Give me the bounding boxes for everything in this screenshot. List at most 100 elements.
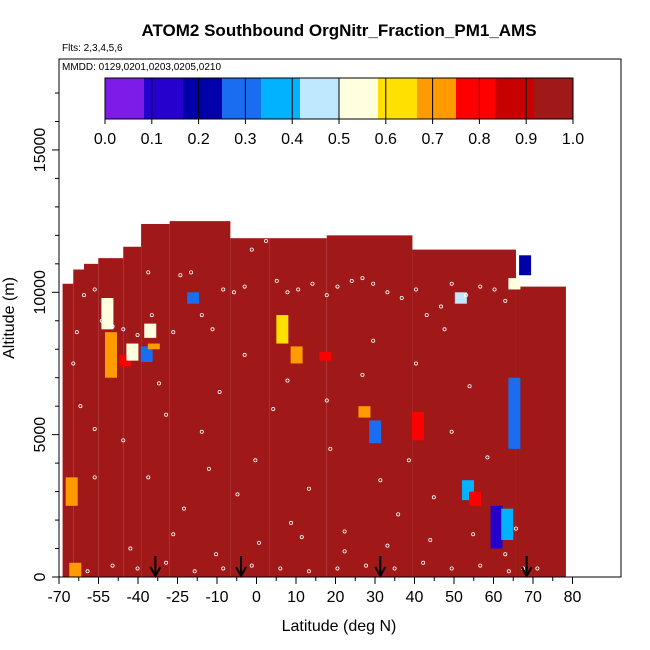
sample-point [392, 566, 397, 571]
sample-point [299, 535, 304, 540]
sample-point [360, 276, 365, 281]
sample-point [189, 270, 194, 275]
sample-point [449, 281, 454, 286]
sample-point [438, 304, 443, 309]
heat-cell [290, 346, 303, 364]
sample-point [463, 293, 468, 298]
envelope-column [230, 238, 270, 577]
flight-arrow [374, 556, 387, 579]
x-tick-label: -55 [87, 589, 110, 606]
sample-point [81, 293, 86, 298]
x-tick-label: 40 [406, 589, 424, 606]
colorbar-swatch [261, 78, 301, 119]
sample-point [171, 330, 176, 335]
sample-point [328, 446, 333, 451]
heat-cell [358, 406, 371, 418]
sample-point [449, 566, 454, 571]
colorbar-swatch [378, 78, 418, 119]
x-tick-label: -25 [166, 589, 189, 606]
chart-title: ATOM2 Southbound OrgNitr_Fraction_PM1_AM… [141, 21, 536, 40]
sample-point [128, 546, 133, 551]
sample-point [442, 327, 447, 332]
sample-point [274, 278, 279, 283]
x-axis: -70 -55 -40 -25 -10 0 10 20 30 40 50 60 70 80 [47, 577, 582, 606]
sample-point [289, 520, 294, 525]
sample-point [278, 566, 283, 571]
sample-point [335, 284, 340, 289]
sample-point [360, 372, 365, 377]
colorbar-tick-label: 0.6 [375, 131, 397, 148]
sample-point [492, 287, 497, 292]
sample-point [221, 566, 226, 571]
heat-cell [501, 508, 514, 540]
sample-point [503, 552, 508, 557]
sample-point [324, 293, 329, 298]
sample-point [181, 506, 186, 511]
colorbar-swatch [300, 78, 340, 119]
colorbar-swatch [495, 78, 535, 119]
heat-cell [101, 297, 114, 330]
heat-cell [369, 420, 382, 444]
sample-point [478, 563, 483, 568]
heat-cell [104, 332, 117, 378]
sample-point [99, 318, 104, 323]
sample-point [271, 407, 276, 412]
sample-point [431, 495, 436, 500]
envelope-column [515, 286, 566, 577]
sample-point [121, 438, 126, 443]
sample-point [249, 563, 254, 568]
sample-point [199, 429, 204, 434]
envelope-column [141, 223, 170, 577]
flight-arrow [235, 556, 247, 579]
colorbar-tick-label: 0.8 [468, 131, 490, 148]
sample-point [146, 475, 151, 480]
sample-point [467, 384, 472, 389]
sample-point [421, 560, 426, 565]
x-tick-label: 10 [287, 589, 305, 606]
sample-point [92, 287, 97, 292]
arrow-head [235, 566, 247, 579]
sample-point [513, 526, 518, 531]
x-tick-label: 50 [445, 589, 463, 606]
y-tick-label: 15000 [32, 128, 49, 173]
sample-point [399, 295, 404, 300]
sample-point [242, 284, 247, 289]
sample-point [342, 549, 347, 554]
colorbar-tick-label: 0.0 [94, 131, 116, 148]
arrow-head [149, 566, 162, 579]
y-axis-label: Altitude (m) [1, 277, 18, 359]
sample-point [306, 569, 311, 574]
sample-point [385, 543, 390, 548]
colorbar-tick-label: 0.9 [515, 131, 537, 148]
heat-cell [69, 562, 82, 577]
x-tick-label: 60 [485, 589, 503, 606]
sample-point [171, 532, 176, 537]
sample-point [206, 466, 211, 471]
x-tick-label: -40 [126, 589, 149, 606]
x-tick-label: 70 [524, 589, 542, 606]
envelope-column [62, 283, 74, 577]
y-tick-label: 5000 [32, 417, 49, 453]
sample-point [364, 563, 369, 568]
plot-frame [58, 58, 622, 578]
sample-point [221, 287, 226, 292]
sample-point [296, 287, 301, 292]
sample-point [342, 529, 347, 534]
envelope-column [169, 221, 231, 577]
sample-point [285, 378, 290, 383]
sample-point [242, 352, 247, 357]
colorbar-tick-label: 1.0 [562, 131, 584, 148]
sample-point [92, 475, 97, 480]
sample-point [306, 486, 311, 491]
colorbar-swatch [183, 78, 223, 119]
sample-point [210, 327, 215, 332]
heat-cell [187, 292, 200, 304]
sample-point [396, 512, 401, 517]
sample-point [231, 290, 236, 295]
colorbar-tick-label: 0.5 [328, 131, 350, 148]
sample-point [217, 389, 222, 394]
flight-arrows [149, 556, 533, 579]
colorbar-tick-label: 0.1 [141, 131, 163, 148]
colorbar-tick-label: 0.2 [187, 131, 209, 148]
envelope-column [83, 263, 99, 577]
